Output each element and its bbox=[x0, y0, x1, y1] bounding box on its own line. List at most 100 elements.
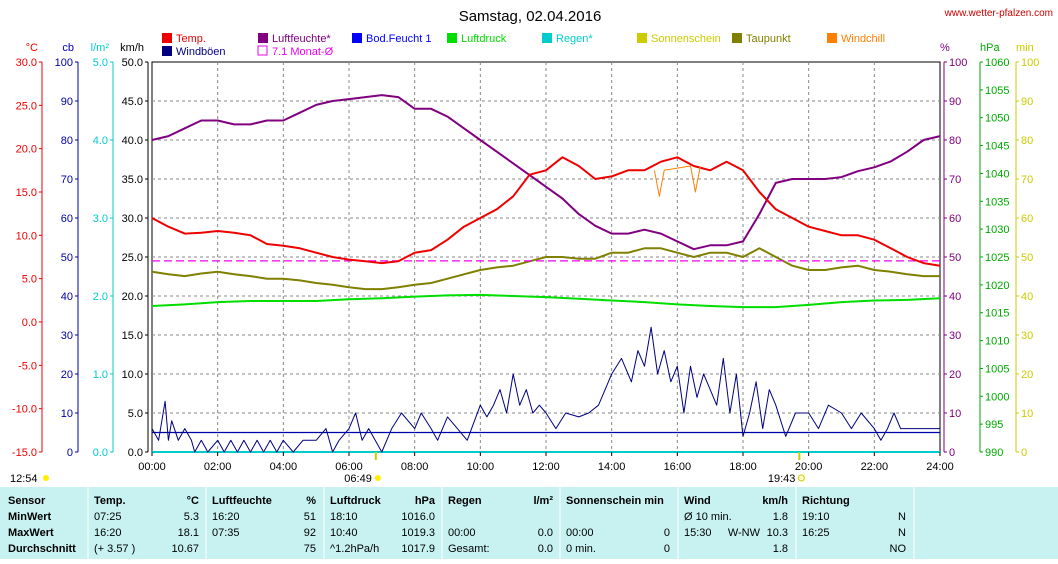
cell-hum-val: 92 bbox=[304, 527, 316, 539]
cell-press-time: ^1.2hPa/h bbox=[330, 543, 379, 555]
series-line-luftdruck bbox=[151, 293, 941, 309]
tick-label: 20 bbox=[1021, 369, 1033, 381]
tick-label: 45.0 bbox=[122, 96, 143, 108]
axis-unit: °C bbox=[26, 42, 38, 54]
cell-temp-val: 10.67 bbox=[171, 543, 199, 555]
tick-label: 1020 bbox=[985, 280, 1009, 292]
tick-label: 0.0 bbox=[128, 447, 143, 459]
tick-label: 25.0 bbox=[16, 100, 37, 112]
tick-label: 15.0 bbox=[16, 187, 37, 199]
series-line-windchill bbox=[653, 165, 701, 197]
legend-label: Taupunkt bbox=[746, 33, 791, 45]
cell-wind-val: 1.8 bbox=[773, 511, 788, 523]
cell-temp-val: 5.3 bbox=[184, 511, 199, 523]
tick-label: 1050 bbox=[985, 113, 1009, 125]
series-line-temp bbox=[151, 156, 941, 267]
tick-label: 20 bbox=[949, 369, 961, 381]
x-tick-label: 22:00 bbox=[861, 461, 889, 473]
tick-label: 70 bbox=[1021, 174, 1033, 186]
legend-label: Luftfeuchte* bbox=[272, 33, 331, 45]
x-tick-label: 20:00 bbox=[795, 461, 823, 473]
cell-dir-val: NO bbox=[890, 543, 907, 555]
tick-label: 1025 bbox=[985, 252, 1009, 264]
axis-unit: cb bbox=[62, 42, 74, 54]
sun-icon bbox=[797, 474, 805, 482]
hdr-rain-unit: l/m² bbox=[533, 495, 553, 507]
tick-label: 1015 bbox=[985, 308, 1009, 320]
cell-temp-val: 18.1 bbox=[178, 527, 199, 539]
tick-label: 30 bbox=[1021, 330, 1033, 342]
tick-label: 20 bbox=[61, 369, 73, 381]
series-line-taupunkt bbox=[151, 247, 940, 291]
x-tick-label: 02:00 bbox=[204, 461, 232, 473]
tick-label: 1.0 bbox=[93, 369, 108, 381]
tick-label: 90 bbox=[949, 96, 961, 108]
hdr-press: Luftdruck bbox=[330, 495, 382, 507]
hdr-press-unit: hPa bbox=[415, 495, 436, 507]
hdr-wind: Wind bbox=[684, 495, 711, 507]
tick-label: 100 bbox=[949, 57, 967, 69]
cell-sun-val: 0 bbox=[664, 543, 670, 555]
hdr-rain: Regen bbox=[448, 495, 482, 507]
tick-label: 90 bbox=[61, 96, 73, 108]
legend-swatch bbox=[732, 33, 742, 43]
row-label: MinWert bbox=[8, 511, 52, 523]
moon-time: 12:54 bbox=[10, 473, 38, 485]
legend-swatch bbox=[637, 33, 647, 43]
cell-wind-dir: W-NW bbox=[728, 527, 761, 539]
tick-label: 30 bbox=[949, 330, 961, 342]
legend-swatch bbox=[257, 45, 268, 56]
stats-table: Sensor Temp. °C Luftfeuchte% Luftdruck hPa Reg… bbox=[8, 487, 915, 559]
cell-press-val: 1017.9 bbox=[401, 543, 435, 555]
tick-label: 30.0 bbox=[16, 57, 37, 69]
cell-sun-time: 00:00 bbox=[566, 527, 594, 539]
cell-press-val: 1016.0 bbox=[401, 511, 435, 523]
legend-swatch bbox=[542, 33, 552, 43]
tick-label: 0 bbox=[949, 447, 955, 459]
tick-label: 1055 bbox=[985, 85, 1009, 97]
legend-label: Windchill bbox=[841, 33, 885, 45]
tick-label: 3.0 bbox=[93, 213, 108, 225]
tick-label: 1005 bbox=[985, 363, 1009, 375]
legend-swatch bbox=[162, 33, 172, 43]
tick-label: 50 bbox=[949, 252, 961, 264]
sunrise-time: 06:49 bbox=[344, 473, 372, 485]
sun-icon bbox=[374, 475, 381, 481]
cell-dir-val: N bbox=[898, 527, 906, 539]
sunset-time: 19:43 bbox=[768, 473, 796, 485]
legend-label: Luftdruck bbox=[461, 33, 507, 45]
cell-hum-time: 07:35 bbox=[212, 527, 240, 539]
cell-press-time: 10:40 bbox=[330, 527, 358, 539]
hdr-hum-unit: % bbox=[306, 495, 316, 507]
x-tick-label: 06:00 bbox=[335, 461, 363, 473]
cell-temp-time: (+ 3.57 ) bbox=[94, 543, 135, 555]
x-tick-label: 08:00 bbox=[401, 461, 429, 473]
tick-label: 1000 bbox=[985, 391, 1009, 403]
tick-label: 1030 bbox=[985, 224, 1009, 236]
hdr-wind-unit: km/h bbox=[762, 495, 788, 507]
legend-swatch bbox=[258, 33, 268, 43]
tick-label: 50.0 bbox=[122, 57, 143, 69]
tick-label: 995 bbox=[985, 419, 1003, 431]
site-link[interactable]: www.wetter-pfalzen.com bbox=[944, 8, 1053, 19]
tick-label: 50 bbox=[1021, 252, 1033, 264]
tick-label: 35.0 bbox=[122, 174, 143, 186]
tick-label: 40 bbox=[1021, 291, 1033, 303]
cell-wind-val: 1.8 bbox=[773, 543, 788, 555]
axis-unit: hPa bbox=[980, 42, 1000, 54]
legend-swatch bbox=[352, 33, 362, 43]
cell-wind-time: 15:30 bbox=[684, 527, 712, 539]
tick-label: 15.0 bbox=[122, 330, 143, 342]
tick-label: 90 bbox=[1021, 96, 1033, 108]
cell-rain-val: 0.0 bbox=[538, 543, 553, 555]
cell-sun-time: 0 min. bbox=[566, 543, 596, 555]
tick-label: 0 bbox=[67, 447, 73, 459]
moon-icon bbox=[43, 475, 49, 481]
tick-label: 60 bbox=[1021, 213, 1033, 225]
weather-chart: Samstag, 02.04.2016 www.wetter-pfalzen.c… bbox=[10, 8, 1053, 485]
tick-label: 2.0 bbox=[93, 291, 108, 303]
tick-label: 80 bbox=[949, 135, 961, 147]
tick-label: 40.0 bbox=[122, 135, 143, 147]
axis-unit: l/m² bbox=[91, 42, 110, 54]
tick-label: 80 bbox=[61, 135, 73, 147]
